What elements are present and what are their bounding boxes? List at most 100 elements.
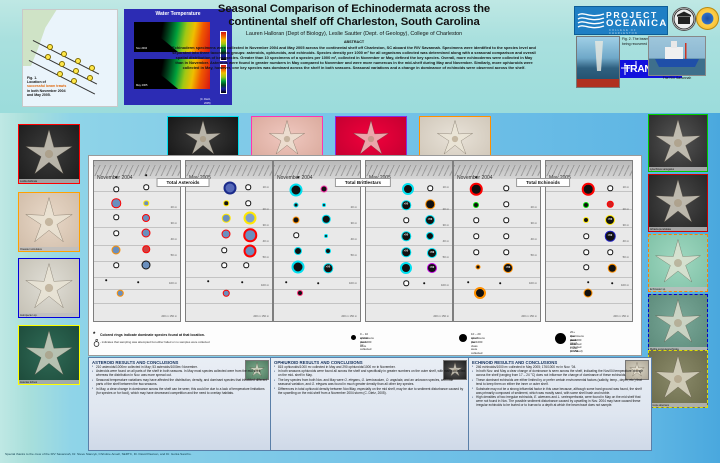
map-data-point <box>583 249 589 255</box>
specimen-image <box>336 117 406 161</box>
map-data-point <box>322 203 326 207</box>
college-seal-icon <box>672 7 696 31</box>
season-label: November 2004 <box>277 175 313 181</box>
bathymetry-contour <box>274 261 360 262</box>
bathymetry-contour <box>366 289 452 290</box>
depth-label: 20 m <box>622 207 629 211</box>
specimen-label: Mellita quinquiesperforata <box>649 347 707 351</box>
scale-label: 200 m 150 m <box>433 315 449 318</box>
depth-label: 30 m <box>350 221 357 225</box>
map-data-point <box>467 281 469 283</box>
trawl-site <box>89 65 96 72</box>
depth-label: 40 m <box>170 237 177 241</box>
specimen-lytechinus-variegatus: Lytechinus variegatus <box>648 114 708 172</box>
figure-2-caption: Fig. 2. The beam trawl being recovered a… <box>622 37 666 46</box>
legend-dot-medium <box>459 333 467 342</box>
shelf-header-graphic <box>186 161 272 179</box>
map-data-point <box>400 262 412 274</box>
fig1-cap-line3: in both November 2004 <box>27 88 66 93</box>
scale-label: 200 m 150 m <box>253 315 269 318</box>
map-data-point <box>473 249 479 255</box>
depth-label: 100 m <box>528 281 537 285</box>
legend-open-circle-note: - indicates that sampling was attempted … <box>100 340 210 344</box>
water-temp-panel-may: May 2005 <box>134 59 210 89</box>
bathymetry-contour <box>546 261 632 262</box>
map-data-point <box>113 214 119 220</box>
bathymetry-contour <box>454 191 540 192</box>
abstract-heading: ABSTRACT <box>343 40 365 45</box>
legend-medium-line1: 10 – 20 specimens per 1000 <box>471 332 485 344</box>
conclusions-panel-2: ECHINOID RESULTS AND CONCLUSIONS 246 ech… <box>468 357 652 451</box>
depth-label: 50 m <box>530 253 537 257</box>
depth-label: 100 m <box>440 283 449 287</box>
map-data-point <box>243 211 257 225</box>
trawl-site <box>57 71 64 78</box>
depth-label: 10 m <box>262 185 269 189</box>
map-data-point <box>142 245 150 253</box>
fig1-cap-line4: and May 2005. <box>27 92 51 97</box>
logo-project-text: PROJECT <box>606 10 658 20</box>
map-data-point <box>293 232 299 238</box>
shelf-header-graphic <box>274 161 360 179</box>
map-data-point <box>583 217 589 223</box>
bathymetry-contour <box>186 227 272 228</box>
authors: Lauren Halloran (Dept of Biology), Lesli… <box>245 31 463 38</box>
map-data-point: >50 <box>604 230 616 242</box>
map-data-point <box>142 214 150 222</box>
map-data-point <box>607 249 613 255</box>
bathymetry-contour <box>546 209 632 210</box>
bathymetry-contour <box>366 245 452 246</box>
conclusion-bullet: In both Nov. and May a clear change of d… <box>472 369 648 378</box>
bathymetry-contour <box>186 245 272 246</box>
conclusions-heading: ECHINOID RESULTS AND CONCLUSIONS <box>472 359 558 365</box>
bathymetry-contour <box>454 277 540 278</box>
depth-label: 20 m <box>442 207 449 211</box>
bathymetry-contour <box>546 277 632 278</box>
conclusion-bullet: High densities of two irregular echinoid… <box>472 395 648 408</box>
legend-ring-note: Colored rings indicate dominate species … <box>100 333 205 337</box>
figure-1-caption: Fig. 1. Location of successful beam traw… <box>27 76 66 97</box>
point-count-label: >50 <box>429 265 435 269</box>
specimen-image <box>168 117 238 161</box>
map-data-point <box>245 200 251 206</box>
scale-label: 200 m 150 m <box>341 315 357 318</box>
distribution-maps-panel: November 2004 10 m 20 m 30 m 40 m 50 m 100 m 20… <box>88 155 642 332</box>
map-data-point <box>137 281 139 283</box>
map-panel-total-brittlestars: November 2004 10 m 20 m 30 m 40 m 50 m 100 m 20… <box>273 160 453 327</box>
map-data-point <box>145 174 147 176</box>
bathymetry-contour <box>274 277 360 278</box>
bathymetry-contour <box>454 227 540 228</box>
beam-trawl-photo <box>576 36 620 88</box>
map-data-point <box>473 217 479 223</box>
specimen-label: Asterias forbesi <box>19 380 79 384</box>
map-data-point <box>221 229 231 239</box>
bathymetry-contour <box>366 277 452 278</box>
map-data-point <box>611 282 613 284</box>
specimen-image <box>649 295 707 351</box>
conclusions-list: 210 asteroids/1000m² collected in May; 5… <box>89 365 271 396</box>
map-data-point <box>116 289 124 297</box>
specimen-astropecten-sp: Astropecten sp. <box>18 258 80 318</box>
map-data-point <box>243 228 257 242</box>
season-label: November 2004 <box>97 175 133 181</box>
legend-dot-small <box>351 334 356 340</box>
depth-label: 10 m <box>622 185 629 189</box>
depth-label: 100 m <box>260 283 269 287</box>
map-data-point <box>475 176 477 178</box>
bathymetry-contour <box>94 245 180 246</box>
specimen-label: Oreaster reticulatus <box>19 247 79 251</box>
specimen-label: Luidia clathrata <box>19 179 79 183</box>
specimen-luidia-clathrata: Luidia clathrata <box>18 124 80 184</box>
map-data-point <box>499 282 501 284</box>
bathymetry-contour <box>546 227 632 228</box>
specimen-image <box>19 326 79 384</box>
bathymetry-contour <box>274 303 360 304</box>
map-data-point <box>423 282 425 284</box>
map-data-point <box>473 233 479 239</box>
water-temp-nov-label: Nov 2004 <box>136 47 148 50</box>
shelf-header-graphic <box>546 161 632 179</box>
bathymetry-contour <box>454 303 540 304</box>
conclusions-heading: OPHIUROID RESULTS AND CONCLUSIONS <box>274 359 363 365</box>
